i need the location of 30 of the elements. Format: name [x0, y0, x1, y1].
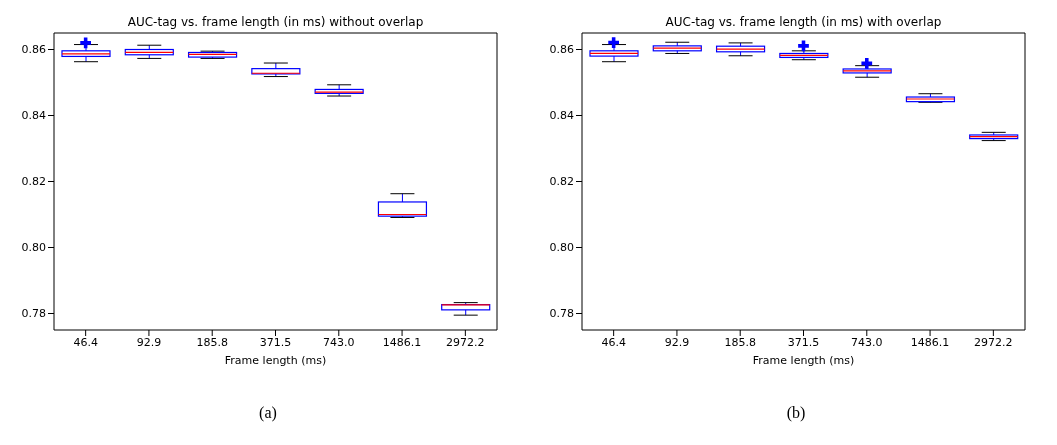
x-axis-title: Frame length (ms) [752, 354, 855, 367]
x-axis-title: Frame length (ms) [224, 354, 327, 367]
x-tick-label: 2972.2 [974, 335, 1013, 349]
chart-title: AUC-tag vs. frame length (in ms) with overlap [665, 15, 942, 29]
x-tick-label: 1486.1 [382, 335, 422, 349]
y-tick-label: 0.80 [21, 241, 46, 255]
x-tick-label: 371.5 [259, 335, 292, 349]
x-tick-label: 92.9 [664, 335, 690, 349]
y-tick-label: 0.82 [549, 175, 574, 189]
chart-title: AUC-tag vs. frame length (in ms) without overlap [127, 15, 424, 29]
x-tick-label: 92.9 [136, 335, 162, 349]
x-tick-label: 1486.1 [910, 335, 950, 349]
x-tick-label: 185.8 [196, 335, 228, 349]
x-tick-label: 185.8 [724, 335, 756, 349]
x-tick-label: 743.0 [851, 335, 883, 349]
x-tick-label: 743.0 [323, 335, 355, 349]
x-tick-label: 2972.2 [446, 335, 485, 349]
y-tick-label: 0.86 [549, 43, 574, 57]
text: (a) [259, 404, 277, 422]
y-tick-label: 0.78 [549, 307, 574, 321]
x-tick-label: 371.5 [787, 335, 820, 349]
y-tick-label: 0.82 [21, 175, 46, 189]
x-tick-label: 46.4 [601, 335, 626, 349]
y-tick-label: 0.84 [549, 109, 574, 123]
y-tick-label: 0.78 [21, 307, 46, 321]
y-tick-label: 0.80 [549, 241, 574, 255]
text: (b) [786, 404, 806, 422]
y-tick-label: 0.86 [21, 43, 46, 57]
x-tick-label: 46.4 [73, 335, 98, 349]
y-tick-label: 0.84 [21, 109, 46, 123]
